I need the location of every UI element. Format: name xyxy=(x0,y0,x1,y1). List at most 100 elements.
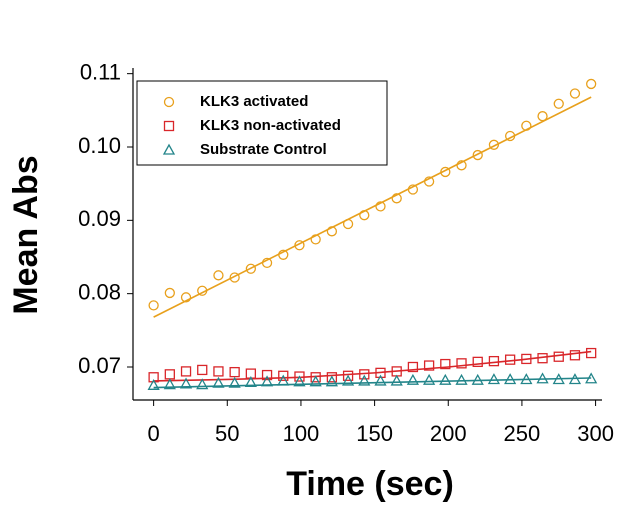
fit-line xyxy=(153,377,592,389)
data-point xyxy=(504,373,517,385)
data-point xyxy=(456,358,467,369)
x-axis-title: Time (sec) xyxy=(286,465,454,503)
data-point xyxy=(504,130,516,142)
data-point xyxy=(196,378,209,390)
data-point xyxy=(537,353,548,364)
data-point xyxy=(521,353,532,365)
data-point xyxy=(212,376,225,388)
data-point xyxy=(359,369,370,380)
data-point xyxy=(569,350,581,361)
data-point xyxy=(278,370,289,381)
data-point xyxy=(537,111,548,122)
data-point xyxy=(568,373,582,385)
legend-box xyxy=(136,80,388,166)
data-point xyxy=(504,354,516,365)
data-point xyxy=(294,371,305,382)
data-point xyxy=(552,373,565,385)
data-point xyxy=(423,176,435,187)
x-tick-label: 300 xyxy=(577,421,614,446)
data-point xyxy=(390,374,403,386)
data-point xyxy=(407,184,419,195)
data-point xyxy=(358,374,371,386)
data-point xyxy=(585,372,598,384)
x-tick-label: 0 xyxy=(147,421,159,446)
data-point xyxy=(375,367,386,379)
data-point xyxy=(213,270,224,281)
data-point xyxy=(197,285,208,296)
data-point xyxy=(406,373,420,385)
data-point xyxy=(310,372,321,383)
data-point xyxy=(244,376,257,388)
legend-label: Substrate Control xyxy=(200,141,327,158)
data-point xyxy=(342,218,354,230)
data-point xyxy=(164,287,175,299)
data-point xyxy=(440,358,451,370)
data-point xyxy=(228,376,241,388)
data-point xyxy=(488,139,500,150)
legend-marker xyxy=(163,96,175,108)
data-point xyxy=(342,370,354,381)
data-point xyxy=(359,210,370,221)
data-point xyxy=(375,201,386,212)
fit-line xyxy=(153,96,592,318)
data-point xyxy=(374,374,387,386)
data-point xyxy=(471,373,484,385)
data-point xyxy=(520,373,533,385)
data-point xyxy=(487,373,501,385)
y-axis-title: Mean Abs xyxy=(7,155,45,314)
data-point xyxy=(148,372,159,383)
legend-marker xyxy=(162,143,176,155)
data-point xyxy=(586,78,597,90)
data-point xyxy=(325,375,338,387)
data-point xyxy=(197,364,208,376)
legend-marker xyxy=(163,120,175,132)
data-point xyxy=(440,166,451,178)
data-point xyxy=(536,372,549,384)
data-point xyxy=(260,375,274,387)
data-point xyxy=(423,360,435,371)
x-tick-label: 200 xyxy=(430,421,467,446)
legend-label: KLK3 activated xyxy=(200,93,308,110)
data-point xyxy=(455,373,468,385)
data-point xyxy=(164,369,175,380)
data-point xyxy=(163,378,176,390)
data-point xyxy=(391,193,402,204)
data-point xyxy=(293,375,306,387)
data-point xyxy=(407,361,419,373)
y-tick-label: 0.10 xyxy=(78,133,121,158)
data-point xyxy=(456,160,467,171)
data-point xyxy=(326,372,338,383)
x-tick-label: 100 xyxy=(283,421,320,446)
data-point xyxy=(245,263,257,274)
data-point xyxy=(309,375,322,387)
x-tick-label: 50 xyxy=(215,421,239,446)
data-point xyxy=(341,374,355,386)
legend-label: KLK3 non-activated xyxy=(200,117,341,134)
data-point xyxy=(423,373,436,385)
data-point xyxy=(261,369,273,381)
data-point xyxy=(326,226,338,237)
data-point xyxy=(278,249,289,260)
data-point xyxy=(310,234,321,245)
x-tick-label: 150 xyxy=(356,421,393,446)
data-point xyxy=(586,347,597,359)
y-tick-label: 0.07 xyxy=(78,353,121,378)
data-point xyxy=(261,257,273,269)
data-point xyxy=(553,351,564,362)
data-point xyxy=(472,149,483,161)
data-point xyxy=(521,120,532,131)
y-tick-label: 0.08 xyxy=(78,279,121,304)
data-point xyxy=(213,366,224,377)
data-point xyxy=(439,373,452,385)
y-tick-label: 0.11 xyxy=(80,59,121,84)
data-point xyxy=(229,272,240,283)
data-point xyxy=(294,240,305,251)
y-tick-label: 0.09 xyxy=(78,206,121,231)
data-point xyxy=(180,292,192,303)
data-point xyxy=(472,356,483,368)
data-point xyxy=(569,88,581,99)
data-point xyxy=(553,98,564,109)
data-point xyxy=(148,300,159,311)
